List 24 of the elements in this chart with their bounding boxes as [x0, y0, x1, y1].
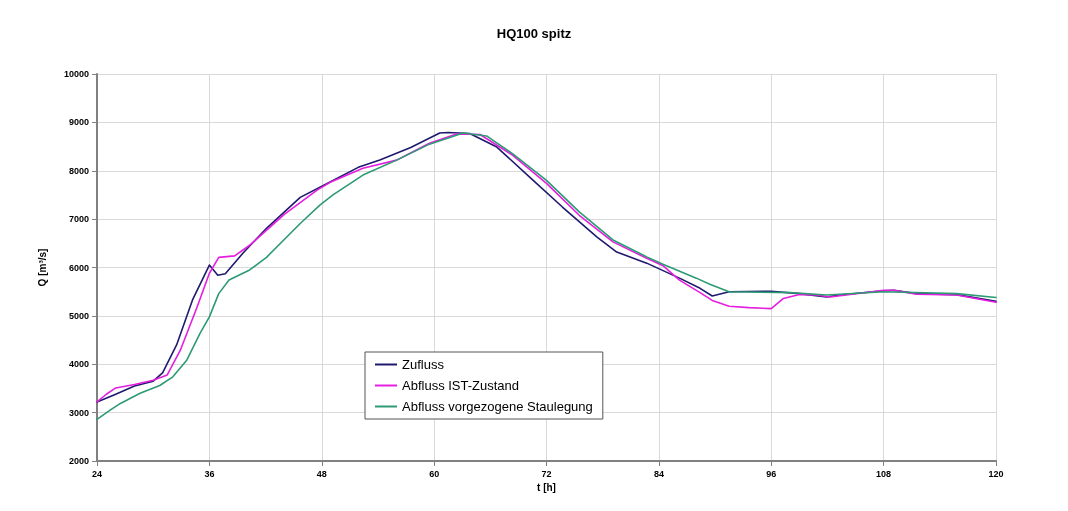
- y-tick-label: 8000: [68, 165, 89, 176]
- legend-label: Zufluss: [402, 357, 445, 372]
- x-tick-label: 48: [316, 468, 327, 479]
- legend-label: Abfluss IST-Zustand: [402, 378, 520, 393]
- x-tick-label: 120: [988, 468, 1004, 479]
- x-tick-label: 72: [541, 468, 552, 479]
- x-tick-label: 36: [204, 468, 215, 479]
- y-tick-label: 7000: [68, 214, 89, 225]
- y-tick-label: 9000: [68, 117, 89, 128]
- x-tick-label: 24: [91, 468, 103, 479]
- legend-label: Abfluss vorgezogene Staulegung: [402, 399, 593, 414]
- x-axis-title: t [h]: [537, 482, 556, 494]
- chart-title: HQ100 spitz: [496, 26, 572, 41]
- x-tick-label: 84: [653, 468, 664, 479]
- y-tick-label: 4000: [68, 359, 89, 370]
- y-tick-label: 6000: [68, 262, 89, 273]
- y-tick-label: 3000: [68, 407, 89, 418]
- x-tick-label: 108: [876, 468, 892, 479]
- y-tick-label: 10000: [63, 69, 89, 79]
- x-tick-label: 96: [766, 468, 777, 479]
- x-tick-label: 60: [429, 468, 440, 479]
- y-tick-label: 2000: [68, 456, 89, 466]
- y-axis-title: Q [m³/s]: [36, 248, 48, 287]
- y-tick-label: 5000: [68, 310, 89, 321]
